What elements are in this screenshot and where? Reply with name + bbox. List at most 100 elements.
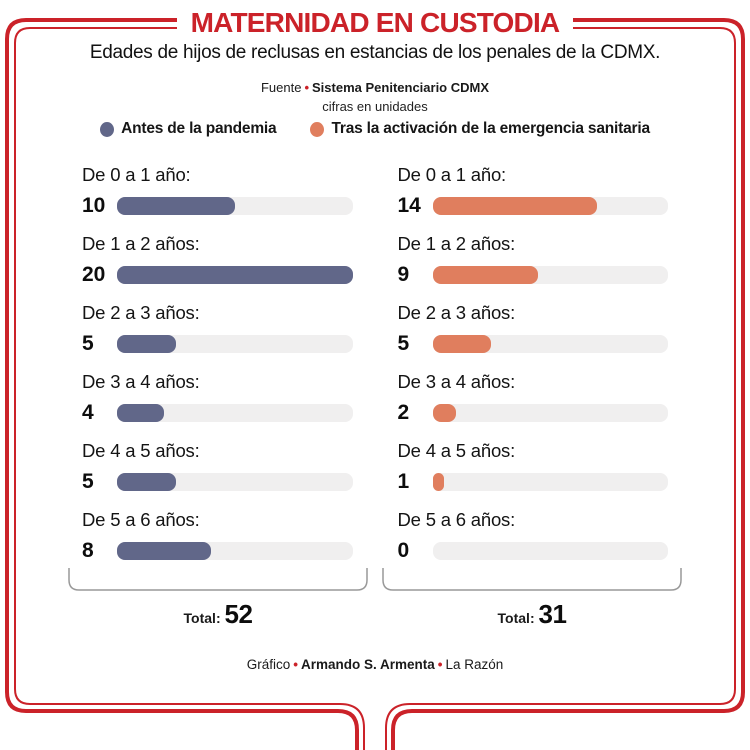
chart-column: De 0 a 1 año: 10 De 1 a 2 años: 20 De 2 a 3 … <box>82 163 353 577</box>
chart-row: De 3 a 4 años: 4 <box>82 370 353 424</box>
value-number: 10 <box>82 194 106 217</box>
chart-row: De 1 a 2 años: 9 <box>397 232 668 285</box>
total-cell: Total: 52 <box>67 599 369 630</box>
value-number: 5 <box>82 332 94 355</box>
bar-fill <box>117 404 165 422</box>
bar-fill <box>432 404 457 422</box>
bar-chart: De 0 a 1 año: 10 De 1 a 2 años: 20 De 2 a 3 … <box>82 163 668 577</box>
credit-label: Gráfico <box>246 657 291 672</box>
column-bracket <box>382 568 682 591</box>
bullet-separator: • <box>437 657 443 672</box>
bar-fill <box>432 473 445 491</box>
bar-fill <box>432 197 598 215</box>
total-label: Total: <box>497 610 539 626</box>
total-cell: Total: 31 <box>381 599 683 630</box>
legend-item: Antes de la pandemia <box>100 120 277 138</box>
bullet-separator: • <box>304 80 310 95</box>
bar-track <box>432 197 668 215</box>
bar-track <box>432 404 668 422</box>
category-label: De 5 a 6 años: <box>397 509 516 530</box>
bar-line: 10 <box>82 194 353 217</box>
bar-fill <box>117 473 176 491</box>
bar-line: 0 <box>397 539 668 562</box>
source-line: Fuente • Sistema Penitenciario CDMX <box>0 80 750 95</box>
header: MATERNIDAD EN CUSTODIA <box>0 5 750 41</box>
chart-column: De 0 a 1 año: 14 De 1 a 2 años: 9 De 2 a 3 a… <box>397 163 668 577</box>
page-title: MATERNIDAD EN CUSTODIA <box>176 5 574 41</box>
legend-swatch-icon <box>310 121 325 137</box>
value-number: 14 <box>397 194 421 217</box>
bar-fill <box>432 335 492 353</box>
chart-row: De 4 a 5 años: 1 <box>397 439 668 493</box>
bracket-line <box>382 568 682 591</box>
chart-row: De 1 a 2 años: 20 <box>82 232 353 286</box>
chart-row: De 2 a 3 años: 5 <box>397 301 668 355</box>
category-label: De 3 a 4 años: <box>397 371 516 392</box>
chart-row: De 2 a 3 años: 5 <box>82 301 353 355</box>
bullet-separator: • <box>293 657 298 672</box>
value-number: 2 <box>397 401 410 424</box>
bar-fill <box>117 266 353 284</box>
category-label: De 5 a 6 años: <box>82 509 200 530</box>
chart-row: De 3 a 4 años: 2 <box>397 370 668 424</box>
legend: Antes de la pandemia Tras la activación d… <box>0 120 750 138</box>
chart-row: De 5 a 6 años: 0 <box>397 508 668 562</box>
value-number: 5 <box>397 332 410 355</box>
bar-line: 8 <box>82 539 353 562</box>
category-label: De 2 a 3 años: <box>397 302 516 323</box>
bar-line: 1 <box>397 470 668 493</box>
bar-fill <box>432 266 539 284</box>
category-label: De 2 a 3 años: <box>82 302 200 323</box>
column-brackets <box>0 567 750 593</box>
total-value: 31 <box>538 599 567 629</box>
bar-fill <box>117 542 212 560</box>
bar-line: 5 <box>82 332 353 355</box>
legend-swatch-icon <box>100 121 115 137</box>
column-bracket <box>68 568 368 591</box>
category-label: De 0 a 1 año: <box>397 164 507 185</box>
bar-line: 2 <box>397 401 668 424</box>
category-label: De 4 a 5 años: <box>82 440 200 461</box>
chart-row: De 5 a 6 años: 8 <box>82 508 353 562</box>
bar-track <box>117 335 353 353</box>
bar-line: 9 <box>398 264 668 285</box>
chart-row: De 0 a 1 año: 14 <box>397 163 668 217</box>
subtitle: Edades de hijos de reclusas en estancias… <box>89 42 661 63</box>
bar-line: 4 <box>82 401 353 424</box>
credit-name: Armando S. Armenta <box>300 657 435 672</box>
bracket-line <box>68 568 368 591</box>
units-note: cifras en unidades <box>322 99 428 114</box>
value-number: 5 <box>82 470 94 493</box>
bar-track <box>117 473 353 491</box>
credit-org: La Razón <box>445 657 504 672</box>
source-name: Sistema Penitenciario CDMX <box>312 80 490 95</box>
bar-track <box>432 473 668 491</box>
value-number: 1 <box>397 470 410 493</box>
bar-fill <box>117 335 176 353</box>
value-number: 8 <box>82 539 94 562</box>
bar-track <box>432 542 668 560</box>
bar-line: 5 <box>397 332 668 355</box>
bar-track <box>432 335 668 353</box>
value-number: 0 <box>397 539 410 562</box>
bar-track <box>432 266 668 284</box>
credit-line: Gráfico • Armando S. Armenta • La Razón <box>0 657 750 672</box>
value-number: 20 <box>82 263 106 286</box>
total-value: 52 <box>224 599 253 629</box>
bar-line: 14 <box>397 194 668 217</box>
chart-row: De 4 a 5 años: 5 <box>82 439 353 493</box>
bar-track <box>117 266 353 284</box>
totals-row: Total: 52 Total: 31 <box>0 599 750 630</box>
category-label: De 0 a 1 año: <box>82 164 191 185</box>
category-label: De 3 a 4 años: <box>82 371 200 392</box>
category-label: De 1 a 2 años: <box>82 233 200 254</box>
legend-label: Antes de la pandemia <box>121 120 277 137</box>
value-number: 4 <box>82 401 94 424</box>
chart-row: De 0 a 1 año: 10 <box>82 163 353 217</box>
bar-track <box>117 197 353 215</box>
legend-label: Tras la activación de la emergencia sani… <box>331 120 650 137</box>
bar-fill <box>117 197 235 215</box>
category-label: De 1 a 2 años: <box>397 233 516 254</box>
source-label: Fuente <box>260 80 302 95</box>
